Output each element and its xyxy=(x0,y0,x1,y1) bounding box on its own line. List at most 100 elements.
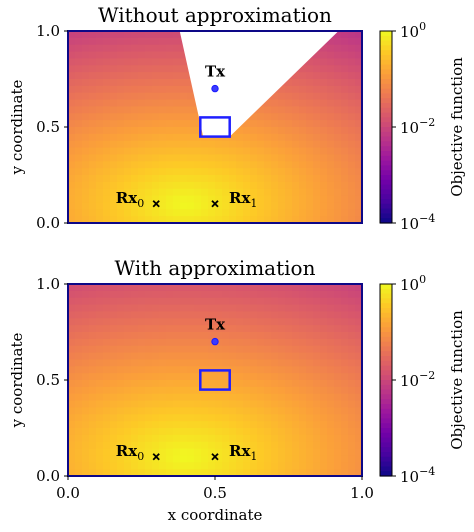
colorbar-segment xyxy=(380,423,392,429)
heatmap-cell xyxy=(243,434,251,443)
heatmap-cell xyxy=(194,469,202,477)
heatmap-cell xyxy=(306,455,314,463)
heatmap-cell xyxy=(194,380,202,388)
heatmap-cell xyxy=(75,448,83,457)
heatmap-cell xyxy=(341,65,349,73)
heatmap-cell xyxy=(110,188,118,197)
heatmap-cell xyxy=(243,393,251,402)
heatmap-cell xyxy=(68,366,76,374)
heatmap-cell xyxy=(341,318,349,326)
heatmap-cell xyxy=(75,92,83,101)
heatmap-cell xyxy=(278,338,286,347)
heatmap-cell xyxy=(82,318,90,326)
heatmap-cell xyxy=(159,428,167,436)
colorbar-segment xyxy=(380,408,392,415)
colorbar-segment xyxy=(380,112,392,118)
heatmap-cell xyxy=(166,380,174,388)
heatmap-cell xyxy=(229,154,237,162)
heatmap-cell xyxy=(75,147,83,156)
heatmap-cell xyxy=(173,58,181,66)
heatmap-cell xyxy=(341,386,349,395)
heatmap-cell xyxy=(306,209,314,217)
heatmap-cell xyxy=(278,181,286,190)
heatmap-cell xyxy=(103,469,111,477)
heatmap-cell xyxy=(348,154,356,162)
heatmap-cell xyxy=(355,338,363,347)
heatmap-cell xyxy=(138,202,146,210)
heatmap-cell xyxy=(201,216,209,224)
heatmap-cell xyxy=(299,216,307,224)
heatmap-cell xyxy=(313,393,321,402)
heatmap-cell xyxy=(138,434,146,443)
heatmap-cell xyxy=(131,318,139,326)
heatmap-cell xyxy=(131,175,139,183)
heatmap-cell xyxy=(334,428,342,436)
heatmap-cell xyxy=(243,469,251,477)
heatmap-cell xyxy=(145,58,153,66)
heatmap-cell xyxy=(334,407,342,415)
heatmap-cell xyxy=(243,290,251,299)
heatmap-cell xyxy=(103,79,111,87)
heatmap-cell xyxy=(124,120,132,128)
heatmap-cell xyxy=(173,400,181,409)
heatmap-cell xyxy=(96,441,104,450)
heatmap-cell xyxy=(299,65,307,73)
heatmap-cell xyxy=(75,181,83,190)
heatmap-cell xyxy=(327,373,335,381)
heatmap-cell xyxy=(208,140,216,149)
colorbar-segment xyxy=(380,303,392,309)
heatmap-cell xyxy=(306,92,314,101)
heatmap-cell xyxy=(285,120,293,128)
heatmap-cell xyxy=(222,421,230,429)
heatmap-cell xyxy=(348,400,356,409)
heatmap-cell xyxy=(334,400,342,409)
heatmap-cell xyxy=(152,79,160,87)
heatmap-cell xyxy=(257,120,265,128)
heatmap-cell xyxy=(292,441,300,450)
heatmap-cell xyxy=(320,332,328,340)
heatmap-cell xyxy=(145,380,153,388)
heatmap-cell xyxy=(159,455,167,463)
heatmap-cell xyxy=(145,181,153,190)
heatmap-cell xyxy=(117,325,125,333)
heatmap-cell xyxy=(278,366,286,374)
heatmap-cell xyxy=(285,99,293,108)
heatmap-cell xyxy=(278,147,286,156)
heatmap-cell xyxy=(152,168,160,176)
heatmap-cell xyxy=(110,127,118,135)
heatmap-cell xyxy=(145,127,153,135)
heatmap-cell xyxy=(159,304,167,313)
heatmap-cell xyxy=(222,154,230,162)
heatmap-cell xyxy=(299,462,307,470)
heatmap-cell xyxy=(159,216,167,224)
heatmap-cell xyxy=(75,434,83,443)
heatmap-cell xyxy=(292,161,300,169)
heatmap-cell xyxy=(131,44,139,53)
heatmap-cell xyxy=(292,140,300,149)
colorbar-segment xyxy=(380,194,392,200)
heatmap-cell xyxy=(264,359,272,367)
heatmap-cell xyxy=(341,421,349,429)
heatmap-cell xyxy=(180,393,188,402)
heatmap-cell xyxy=(215,373,223,381)
heatmap-cell xyxy=(96,202,104,210)
heatmap-cell xyxy=(292,120,300,128)
heatmap-cell xyxy=(278,325,286,333)
heatmap-cell xyxy=(145,414,153,422)
heatmap-cell xyxy=(131,332,139,340)
heatmap-cell xyxy=(131,448,139,457)
heatmap-cell xyxy=(131,188,139,197)
colorbar-segment xyxy=(380,399,392,405)
heatmap-cell xyxy=(327,44,335,53)
heatmap-cell xyxy=(292,79,300,87)
heatmap-cell xyxy=(131,51,139,60)
heatmap-cell xyxy=(236,366,244,374)
heatmap-cell xyxy=(103,448,111,457)
colorbar-tick-label: 100 xyxy=(400,20,426,41)
heatmap-cell xyxy=(117,154,125,162)
heatmap-cell xyxy=(187,175,195,183)
heatmap-cell xyxy=(243,181,251,190)
heatmap-cell xyxy=(341,127,349,135)
heatmap-cell xyxy=(278,175,286,183)
heatmap-cell xyxy=(187,85,195,94)
